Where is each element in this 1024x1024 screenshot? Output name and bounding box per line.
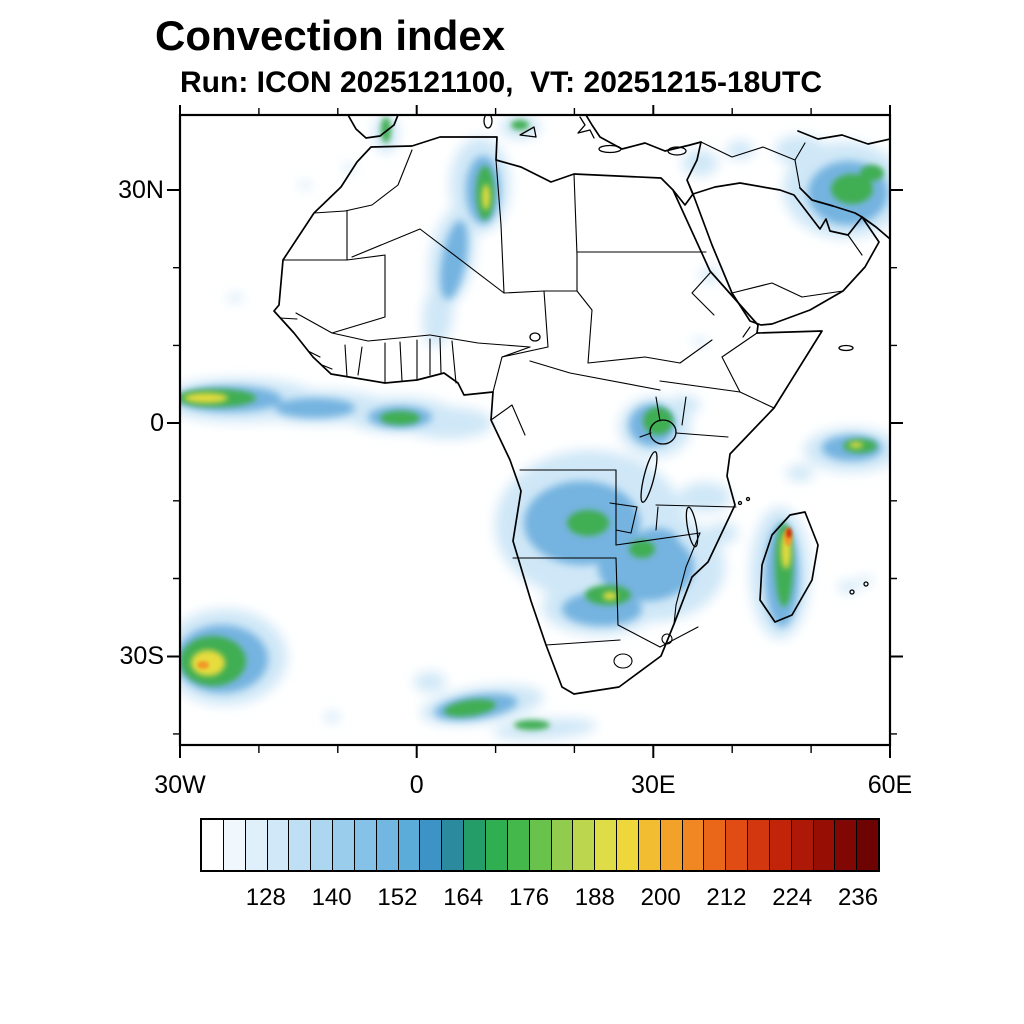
colorbar-segment	[442, 820, 465, 870]
x-tick-label-30e: 30E	[631, 771, 675, 799]
axis-minor-ticks	[173, 108, 897, 753]
x-tick-label-0: 0	[410, 771, 424, 799]
colorbar-tick-label: 128	[245, 884, 286, 911]
colorbar-labels: 128 140 152 164 176 188 200 212 224 236	[200, 884, 880, 916]
colorbar-segment	[376, 820, 399, 870]
colorbar-segment	[245, 820, 268, 870]
colorbar-tick-label: 188	[574, 884, 615, 911]
y-tick-label-0: 0	[150, 409, 164, 437]
colorbar-segment	[769, 820, 792, 870]
map-canvas: 30N 0 30S 30W 0 30E 60E	[118, 105, 912, 799]
page-title: Convection index	[155, 12, 506, 59]
islands	[483, 116, 869, 595]
colorbar-segment	[857, 820, 879, 870]
colorbar-segment	[573, 820, 596, 870]
colorbar-tick-label: 212	[706, 884, 747, 911]
colorbar-segment	[333, 820, 355, 870]
eswatini-border	[661, 633, 673, 645]
map-frame	[167, 105, 903, 758]
arabia-coastline	[692, 182, 880, 326]
africa-coastline	[273, 116, 889, 695]
colorbar-tick-label: 200	[640, 884, 681, 911]
colorbar	[200, 818, 880, 872]
x-tick-label-30w: 30W	[154, 771, 206, 799]
colorbar-tick-label: 224	[772, 884, 813, 911]
colorbar-segment	[704, 820, 727, 870]
axis-labels: 30N 0 30S 30W 0 30E 60E	[118, 176, 912, 799]
lakes	[529, 332, 699, 548]
colorbar-tick-label: 164	[443, 884, 484, 911]
colorbar-tick-label: 140	[311, 884, 352, 911]
colorbar-segment	[813, 820, 836, 870]
madagascar-coastline	[759, 511, 819, 623]
x-tick-label-60e: 60E	[868, 771, 912, 799]
lake-chad	[529, 332, 541, 342]
colorbar-tick-label: 236	[838, 884, 879, 911]
colorbar-segment	[311, 820, 334, 870]
colorbar-segment	[529, 820, 552, 870]
run-info: Run: ICON 2025121100, VT: 20251215-18UTC	[180, 66, 822, 99]
colorbar-segment	[485, 820, 508, 870]
colorbar-segment	[507, 820, 530, 870]
iran-coastline	[799, 187, 889, 240]
y-tick-label-30s: 30S	[120, 642, 164, 670]
lake-malawi	[685, 506, 699, 548]
colorbar-segment	[267, 820, 290, 870]
colorbar-segment	[791, 820, 814, 870]
levant-turkey-coastline	[585, 116, 702, 206]
colorbar-segment	[682, 820, 705, 870]
colorbar-segment	[398, 820, 421, 870]
colorbar-segment	[289, 820, 312, 870]
colorbar-tick-label: 176	[509, 884, 550, 911]
caspian-coastline	[797, 130, 889, 145]
colorbar-segment	[595, 820, 618, 870]
iberia-coastline	[347, 116, 399, 139]
colorbar-segment	[420, 820, 443, 870]
lake-victoria	[649, 419, 677, 445]
axis-major-ticks	[167, 105, 903, 758]
colorbar-segment	[748, 820, 770, 870]
lake-tanganyika	[640, 451, 658, 503]
colorbar-segment	[638, 820, 661, 870]
colorbar-segment	[835, 820, 858, 870]
colorbar-tick-label: 152	[377, 884, 418, 911]
colorbar-segment	[202, 820, 224, 870]
colorbar-segment	[617, 820, 639, 870]
colorbar-segment	[726, 820, 749, 870]
colorbar-segment	[354, 820, 377, 870]
country-borders	[279, 141, 863, 669]
colorbar-segment	[223, 820, 246, 870]
colorbar-segment	[660, 820, 683, 870]
lesotho-border	[613, 653, 633, 669]
colorbar-segment	[464, 820, 486, 870]
colorbar-segment	[551, 820, 574, 870]
y-tick-label-30n: 30N	[118, 176, 164, 204]
convection-overlay	[181, 116, 889, 740]
